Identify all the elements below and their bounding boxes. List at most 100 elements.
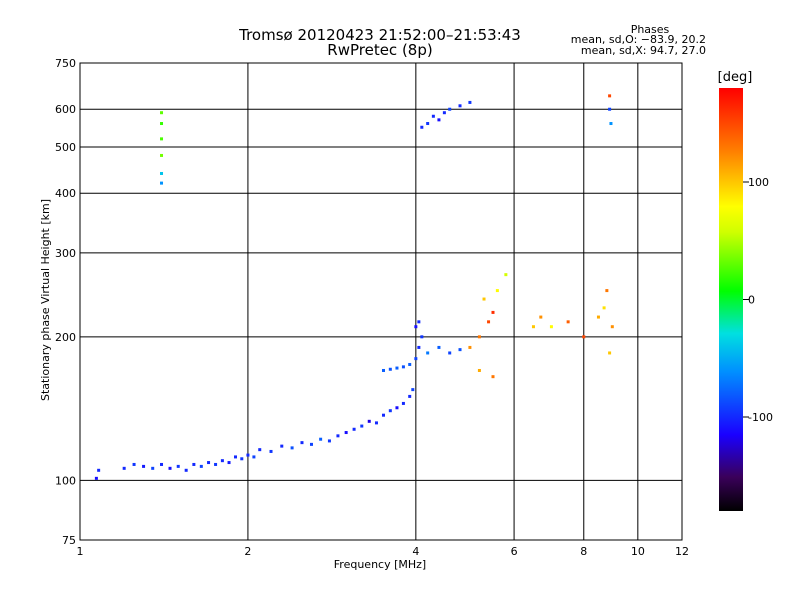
y-tick-label: 100 [55,474,76,487]
data-point [246,453,250,457]
data-point [608,94,612,98]
data-point [367,419,371,423]
data-point [417,320,421,324]
data-point [240,457,244,461]
colorbar-tick-label: 0 [748,294,755,307]
data-point [280,444,284,448]
data-point [160,181,164,185]
data-point [401,365,405,369]
data-point [495,289,499,293]
phase-stats-o: mean, sd,O: −83.9, 20.2 [571,33,706,46]
x-tick-label: 1 [77,545,84,558]
data-point [160,137,164,141]
x-tick-label: 6 [511,545,518,558]
data-point [258,448,262,452]
data-point [608,351,612,355]
x-axis-label: Frequency [MHz] [334,558,426,571]
data-point [437,118,441,122]
data-point [420,335,424,339]
y-tick-label: 500 [55,141,76,154]
data-point [448,351,452,355]
data-point [504,273,508,277]
data-point [352,427,356,431]
data-point [408,394,412,398]
data-point [309,442,313,446]
data-point [374,421,378,425]
data-point [458,104,462,108]
data-point [608,107,612,111]
colorbar-tick-label: -100 [748,411,773,424]
data-point [482,297,486,301]
phase-stats-x: mean, sd,X: 94.7, 27.0 [581,44,706,57]
plot-frame [79,62,683,541]
y-axis-ticks: 75 100 200 300 400 500 600 750 [55,57,76,547]
data-point [609,122,613,126]
data-point [199,464,203,468]
data-point [596,315,600,319]
x-tick-label: 2 [244,545,251,558]
x-tick-label: 12 [675,545,689,558]
x-tick-label: 10 [631,545,645,558]
data-point [477,368,481,372]
data-point [160,111,164,115]
data-point [426,351,430,355]
data-point [160,171,164,175]
data-point [417,345,421,349]
data-point [233,455,237,459]
data-point [220,459,224,463]
data-point [184,468,188,472]
data-point [602,306,606,310]
y-tick-label: 200 [55,331,76,344]
data-points [94,94,614,480]
y-tick-label: 400 [55,187,76,200]
y-tick-label: 600 [55,103,76,116]
data-point [408,362,412,366]
data-point [132,462,136,466]
data-point [549,325,553,329]
data-point [411,388,415,392]
data-point [395,366,399,370]
data-point [252,455,256,459]
data-point [401,401,405,405]
y-tick-label: 75 [62,534,76,547]
colorbar-ticks: 100 0 -100 [743,176,773,424]
data-point [192,462,196,466]
data-point [207,461,211,465]
data-point [388,367,392,371]
y-axis-label: Stationary phase Virtual Height [km] [39,199,52,401]
data-point [431,114,435,118]
data-point [227,461,231,465]
data-point [160,462,164,466]
data-point [94,476,98,480]
x-tick-label: 4 [412,545,419,558]
data-point [491,375,495,379]
data-point [97,468,101,472]
data-point [160,122,164,126]
data-point [605,289,609,293]
data-point [336,434,340,438]
data-point [269,449,273,453]
data-point [610,325,614,329]
data-point [414,357,418,361]
data-point [360,424,364,428]
data-point [344,431,348,435]
data-point [487,320,491,324]
y-tick-label: 300 [55,247,76,260]
data-point [327,439,331,443]
data-point [420,125,424,129]
x-axis-ticks: 1 2 4 6 8 10 12 [77,545,690,558]
chart-subtitle: RwPretec (8p) [327,41,432,59]
data-point [160,153,164,157]
data-point [539,315,543,319]
data-point [582,335,586,339]
data-point [468,345,472,349]
data-point [491,310,495,314]
grid-lines [80,63,682,540]
data-point [531,325,535,329]
data-point [448,107,452,111]
y-tick-label: 750 [55,57,76,70]
data-point [151,466,155,470]
data-point [290,446,294,450]
